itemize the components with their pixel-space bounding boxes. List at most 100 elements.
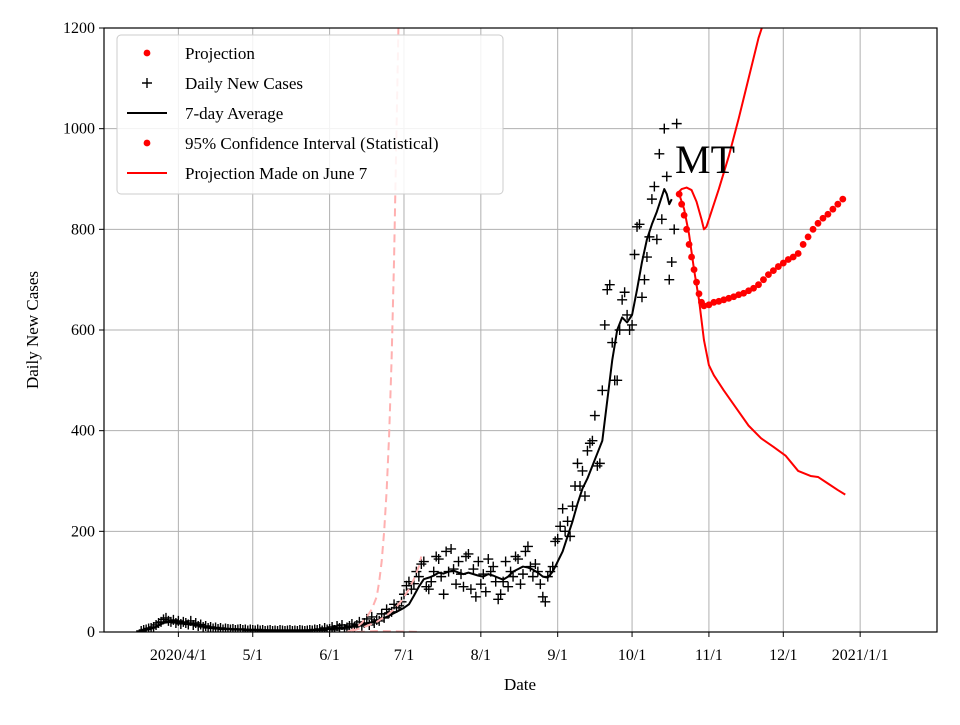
daily-case-point (510, 551, 521, 562)
projection-point (819, 214, 827, 222)
daily-case-point (493, 594, 504, 605)
projection-point (789, 253, 797, 261)
daily-case-point (669, 224, 680, 235)
daily-case-point (458, 581, 469, 592)
x-tick-label: 7/1 (394, 647, 414, 664)
daily-case-point (468, 564, 479, 575)
y-tick-label: 1200 (63, 20, 95, 37)
projection-point (809, 225, 817, 233)
legend-label: Projection (185, 44, 255, 63)
legend-item: Projection (143, 44, 255, 63)
projection-point (824, 210, 832, 218)
x-tick-label: 10/1 (618, 647, 646, 664)
daily-case-point (555, 521, 566, 532)
projection-point (779, 259, 787, 267)
daily-case-point (520, 546, 531, 557)
y-tick-label: 800 (71, 221, 95, 238)
daily-case-point (552, 533, 563, 544)
legend-label: Daily New Cases (185, 74, 303, 93)
daily-case-point (661, 171, 672, 182)
daily-case-point (418, 556, 429, 567)
daily-case-point (649, 181, 660, 192)
x-tick-label: 2021/1/1 (832, 647, 889, 664)
legend-item: Projection Made on June 7 (127, 164, 368, 183)
daily-case-point (530, 559, 541, 570)
series-line (678, 28, 763, 231)
legend-label: 7-day Average (185, 104, 283, 123)
daily-case-point (483, 554, 494, 565)
y-tick-label: 1000 (63, 121, 95, 138)
daily-case-point (413, 571, 424, 582)
series-line (678, 193, 846, 496)
daily-case-point (577, 465, 588, 476)
daily-case-point (517, 569, 528, 580)
plot-data (136, 28, 847, 632)
daily-case-point (557, 503, 568, 514)
daily-case-point (451, 579, 462, 590)
daily-case-point (446, 543, 457, 554)
daily-case-point (398, 589, 409, 600)
series-95-ci-upper (678, 28, 763, 231)
x-tick-label: 6/1 (319, 647, 339, 664)
daily-case-point (594, 458, 605, 469)
daily-case-point (666, 257, 677, 268)
daily-case-point (535, 579, 546, 590)
daily-case-point (433, 554, 444, 565)
axis-ticks: 0 200 400 600 800 1000 1200 2020/4/1 5/1 6/1 7/1 8/… (63, 20, 889, 664)
daily-case-point (463, 548, 474, 559)
legend-item: 7-day Average (127, 104, 283, 123)
daily-case-point (584, 438, 595, 449)
projection-point (814, 219, 822, 227)
daily-case-point (582, 445, 593, 456)
series-projection (675, 190, 847, 310)
series-line (351, 556, 423, 632)
daily-case-point (579, 491, 590, 502)
y-tick-label: 400 (71, 423, 95, 440)
daily-case-point (475, 579, 486, 590)
legend-plus-marker (142, 78, 152, 88)
daily-case-point (473, 556, 484, 567)
y-tick-label: 600 (71, 322, 95, 339)
daily-case-point (664, 274, 675, 285)
projection-point (750, 284, 757, 292)
daily-case-point (629, 249, 640, 260)
daily-case-point (589, 410, 600, 421)
daily-case-point (498, 576, 509, 587)
series-line (140, 188, 673, 632)
daily-case-point (636, 292, 647, 303)
projection-point (834, 200, 842, 208)
x-tick-label: 5/1 (243, 647, 263, 664)
daily-case-point (495, 589, 506, 600)
daily-case-point (513, 554, 524, 565)
daily-case-point (671, 118, 682, 129)
series-line (346, 28, 400, 632)
daily-case-point (515, 579, 526, 590)
daily-case-point (592, 460, 603, 471)
y-axis-label: Daily New Cases (23, 271, 42, 389)
daily-case-point (416, 559, 427, 570)
projection-point (769, 267, 777, 275)
x-tick-label: 12/1 (769, 647, 797, 664)
projection-point (794, 250, 802, 257)
projection-point (774, 263, 782, 270)
projection-point (804, 233, 812, 241)
daily-case-point (654, 148, 665, 159)
daily-case-point (522, 541, 533, 552)
daily-case-point (527, 571, 538, 582)
daily-case-point (503, 581, 514, 592)
legend: Projection Daily New Cases 7-day Average 95… (116, 34, 504, 195)
x-tick-label: 9/1 (547, 647, 567, 664)
daily-case-point (163, 615, 174, 626)
daily-case-point (617, 294, 628, 305)
daily-case-point (597, 385, 608, 396)
daily-case-point (421, 581, 432, 592)
daily-case-point (632, 221, 643, 232)
daily-case-point (627, 319, 638, 330)
daily-case-point (540, 596, 551, 607)
legend-label: Projection Made on June 7 (185, 164, 368, 183)
series-7-day-average (140, 188, 673, 632)
daily-case-point (460, 551, 471, 562)
daily-case-point (537, 591, 548, 602)
legend-item: 95% Confidence Interval (Statistical) (143, 134, 439, 153)
